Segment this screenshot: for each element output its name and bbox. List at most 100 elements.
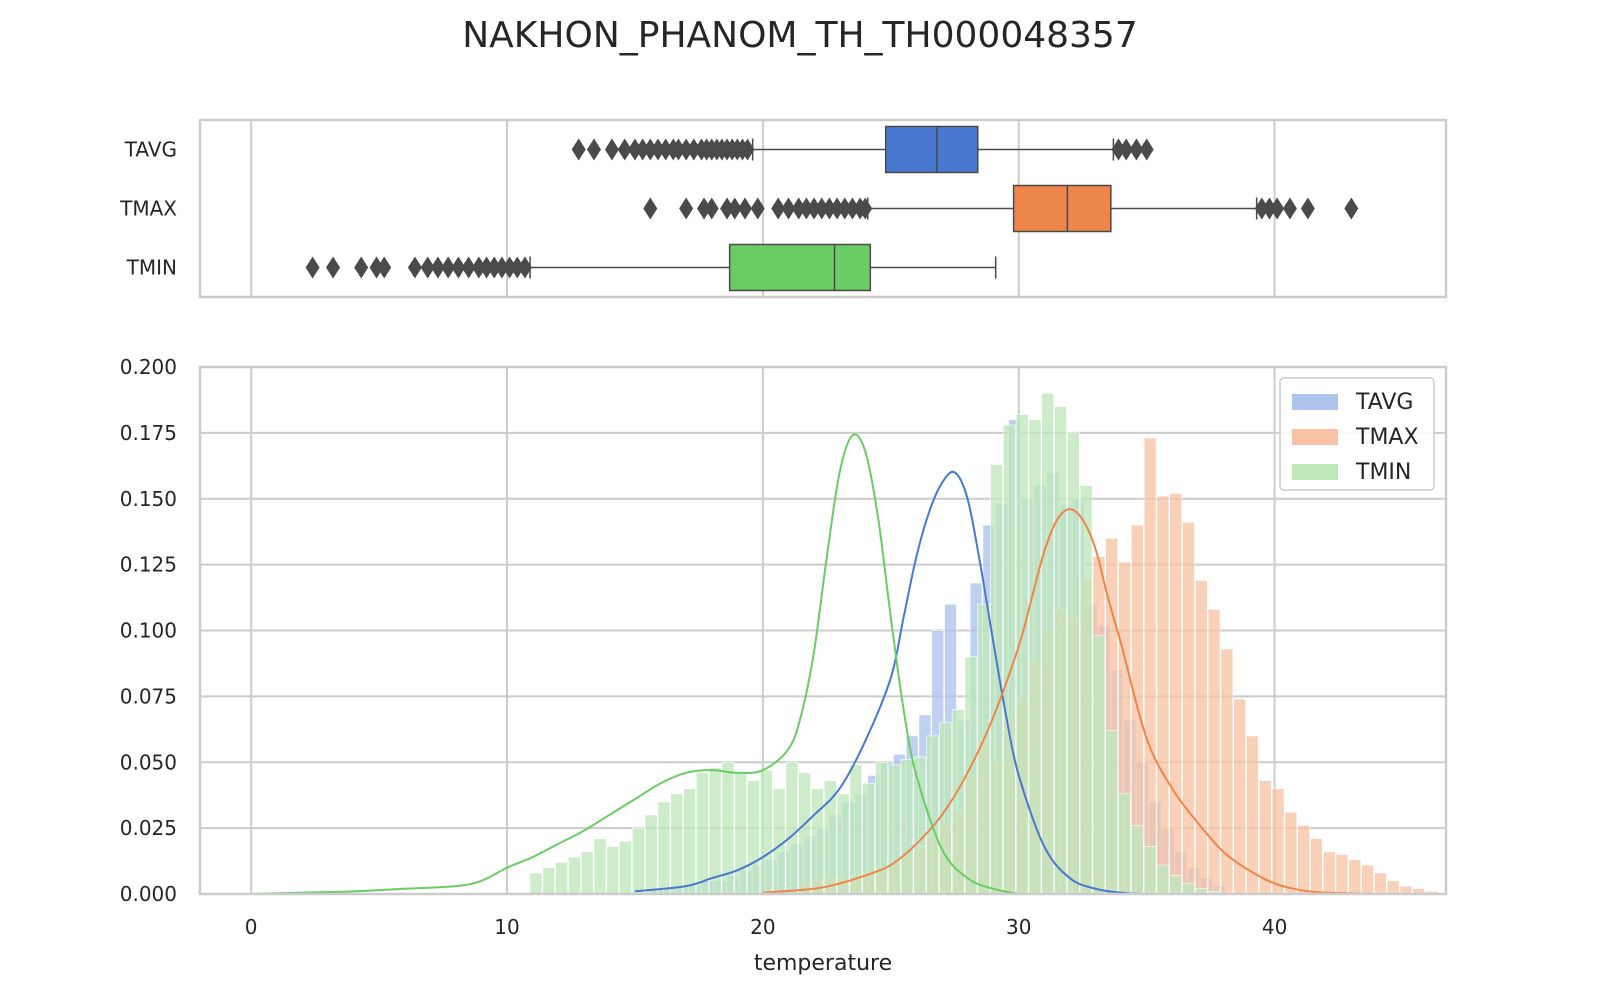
outlier-tavg-22 [740,138,755,161]
boxplot-category-labels: TAVG TMAX TMIN [119,138,177,280]
outlier-tmax-7 [750,197,765,220]
bar-tmin-45 [1105,730,1119,895]
y-tick-label-2: 0.050 [120,750,177,774]
bar-tmax-27 [1143,437,1157,895]
outlier-tavg-0 [571,138,586,161]
bar-tmax-43 [1348,859,1362,895]
outlier-tmin-16 [510,256,525,279]
bar-tmin-20 [785,761,799,895]
box-label-tavg: TAVG [124,138,177,162]
boxplot-frame [198,118,1448,299]
bar-tmax-42 [1335,854,1349,895]
bar-tmax-38 [1284,812,1298,895]
outlier-tmax-11 [799,197,814,220]
bar-tmin-11 [670,793,684,895]
x-tick-label-1: 10 [494,915,519,939]
legend-swatch-tavg [1292,394,1338,410]
outlier-tmax-8 [771,197,786,220]
bar-tmax-44 [1361,864,1374,895]
outlier-tavg-4 [627,138,642,161]
bar-tmin-50 [1169,875,1182,895]
outlier-tmax-20 [1254,197,1269,220]
x-tick-label-0: 0 [245,915,258,939]
bar-tmin-4 [580,851,594,895]
outlier-tmax-5 [727,197,742,220]
outlier-tmax-0 [643,197,658,220]
bar-tmin-43 [1079,485,1093,895]
bar-tmin-46 [1118,793,1131,895]
y-tick-label-0: 0.000 [120,882,177,906]
outlier-tavg-5 [635,138,650,161]
outlier-tavg-12 [686,138,701,161]
bar-tmin-48 [1143,846,1157,895]
boxplot-panel: TAVG TMAX TMIN [119,118,1448,299]
outlier-tmin-6 [420,256,435,279]
kde-tmax [762,508,1377,895]
bar-tmin-8 [632,827,645,895]
bar-tmin-29 [900,759,914,895]
bar-tmin-23 [823,780,837,895]
outlier-tmin-15 [502,256,517,279]
bar-tmin-9 [644,814,658,895]
outlier-tmax-1 [679,197,694,220]
bar-tmax-40 [1310,838,1323,895]
box-iqr [728,243,872,292]
box-iqr [1012,184,1112,233]
outlier-tmax-10 [791,197,806,220]
outlier-tmax-17 [845,197,860,220]
bar-tmin-21 [798,772,811,895]
outlier-tmin-3 [369,256,384,279]
y-tick-label-6: 0.150 [120,487,177,511]
outlier-tmax-25 [1344,197,1359,220]
bar-tmax-41 [1322,851,1336,895]
outlier-tmax-24 [1300,197,1315,220]
legend-label-tavg: TAVG [1355,390,1413,415]
outlier-tmax-15 [830,197,845,220]
bar-tmin-44 [1092,635,1106,895]
bar-tmin-2 [555,862,568,895]
legend-swatch-tmax [1292,429,1338,445]
bar-tmin-18 [760,769,773,895]
bar-tmin-7 [619,840,632,895]
outlier-tmin-12 [479,256,494,279]
outlier-tmin-17 [517,256,532,279]
outlier-tmax-22 [1270,197,1285,220]
bar-tmin-42 [1067,432,1080,895]
bar-tmin-38 [1015,414,1029,895]
outlier-tavg-24 [1119,138,1134,161]
outlier-tmax-13 [814,197,829,220]
outlier-tmax-23 [1282,197,1297,220]
outlier-tmin-2 [354,256,369,279]
bar-tmax-39 [1297,825,1310,895]
outlier-tavg-25 [1129,138,1144,161]
outlier-tavg-11 [679,138,694,161]
outlier-tmin-7 [430,256,445,279]
bar-tmin-16 [734,772,748,895]
histogram-panel: 0.000 0.025 0.050 0.075 0.100 0.125 0.150 0.175… [120,355,1448,976]
bar-tmin-3 [568,856,581,895]
outlier-tmin-9 [451,256,466,279]
boxplot-marks [305,125,1359,292]
outlier-tmax-21 [1262,197,1277,220]
outlier-tavg-10 [671,138,686,161]
outlier-tmax-14 [822,197,837,220]
bar-tmax-30 [1182,522,1195,895]
x-tick-label-3: 30 [1006,915,1031,939]
outlier-tmax-6 [737,197,752,220]
outlier-tmin-13 [487,256,502,279]
bar-tmax-45 [1374,872,1387,895]
bar-tmin-1 [542,867,556,895]
outlier-tavg-26 [1139,138,1154,161]
outlier-tmin-4 [377,256,392,279]
outlier-tmax-3 [704,197,719,220]
bar-tmin-17 [747,780,760,895]
y-tick-label-7: 0.175 [120,421,177,445]
x-tick-label-4: 40 [1262,915,1287,939]
bar-tmin-51 [1182,883,1195,895]
bar-tmin-27 [875,761,888,895]
bar-tmin-25 [849,764,863,895]
outlier-tmin-8 [441,256,456,279]
bar-tmin-26 [862,783,875,895]
boxplot-tmax [643,184,1359,233]
